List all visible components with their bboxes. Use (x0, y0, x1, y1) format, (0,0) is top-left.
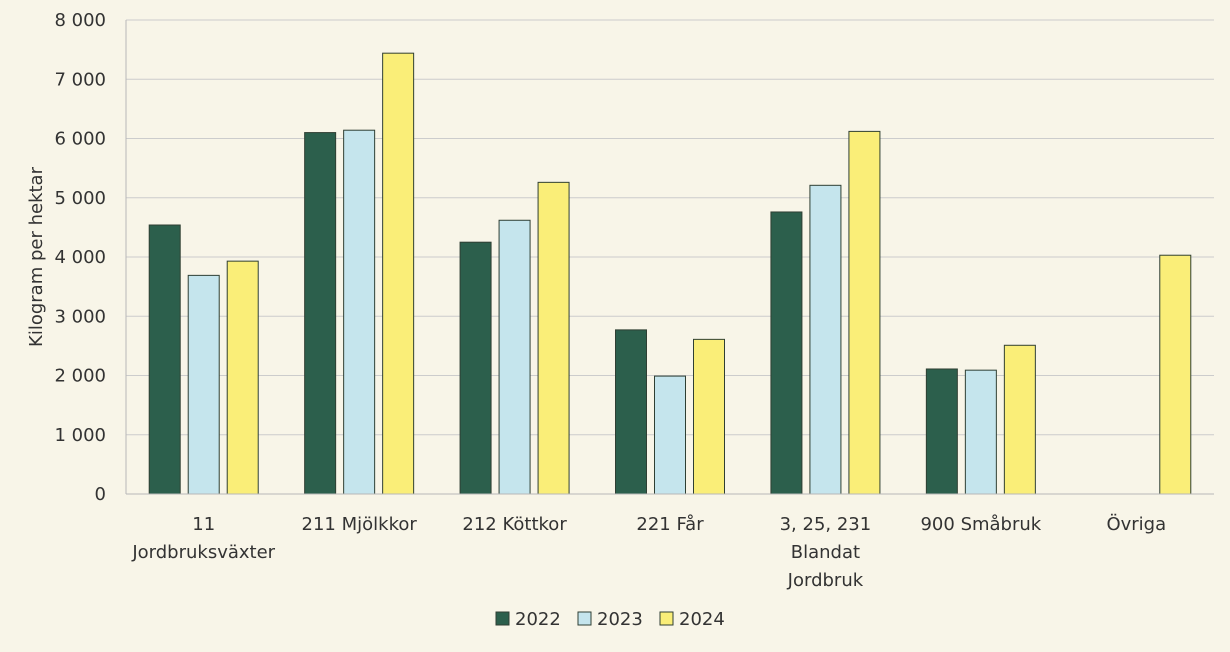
gridlines (126, 19, 1214, 436)
bar-2022 (148, 224, 181, 495)
category-label: Jordbruk (787, 570, 864, 591)
legend-label-2024: 2024 (679, 609, 725, 630)
bar-2022 (615, 329, 647, 495)
category-label: 211 Mjölkkor (302, 514, 418, 535)
legend-swatch-2022 (495, 611, 510, 626)
bars (148, 52, 1192, 495)
category-label: 11 (192, 514, 215, 535)
legend-label-2022: 2022 (515, 609, 561, 630)
category-label: 212 Köttkor (462, 514, 567, 535)
y-tick-label: 7 000 (54, 69, 106, 90)
x-axis (125, 20, 1214, 495)
y-tick-label: 6 000 (54, 129, 106, 150)
category-label: 3, 25, 231 (780, 514, 872, 535)
category-label: Jordbruksväxter (131, 542, 275, 563)
y-tick-label: 1 000 (54, 425, 106, 446)
legend-swatch-2024 (659, 611, 674, 626)
bar-2024 (382, 52, 415, 495)
y-tick-label: 5 000 (54, 188, 106, 209)
category-label: 221 Får (636, 514, 704, 535)
bar-2022 (925, 368, 958, 495)
bar-2024 (1003, 344, 1036, 495)
y-tick-label: 0 (95, 484, 106, 505)
bar-2023 (809, 184, 842, 495)
category-label: Blandat (791, 542, 860, 563)
y-tick-label: 8 000 (54, 10, 106, 31)
y-axis-tick-labels: 0 1 000 2 000 3 000 4 000 5 000 6 000 7 000 8 00… (54, 10, 106, 505)
bar-2022 (304, 132, 337, 495)
category-labels: 11 Jordbruksväxter 211 Mjölkkor 212 Köttkor… (131, 513, 1166, 591)
bar-2023 (654, 375, 686, 495)
bar-2023 (187, 274, 220, 495)
legend-label-2023: 2023 (597, 609, 643, 630)
legend: 2022 2023 2024 (495, 609, 725, 630)
y-axis-title: Kilogram per hektar (26, 166, 47, 347)
y-tick-label: 4 000 (54, 247, 106, 268)
bar-2022 (770, 211, 803, 495)
bar-2024 (848, 130, 881, 495)
bar-2024 (537, 181, 570, 495)
y-tick-label: 2 000 (54, 366, 106, 387)
bar-2024 (693, 338, 725, 495)
category-label: 900 Småbruk (920, 514, 1041, 535)
legend-swatch-2023 (577, 611, 592, 626)
bar-2023 (964, 369, 997, 495)
bar-2022 (459, 241, 492, 495)
bar-2024 (1159, 254, 1192, 495)
bar-2023 (498, 219, 531, 495)
category-label: Övriga (1106, 513, 1166, 535)
bar-2024 (226, 260, 259, 495)
y-tick-label: 3 000 (54, 306, 106, 327)
bar-2023 (343, 129, 376, 495)
